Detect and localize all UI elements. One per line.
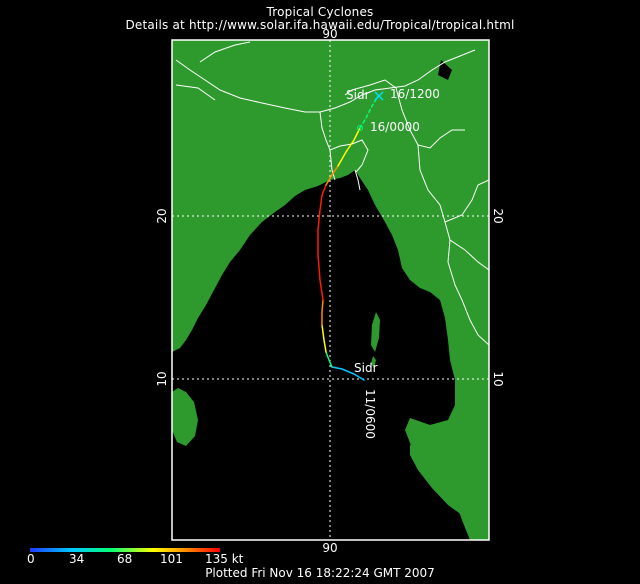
end-time-label: 16/1200	[390, 87, 440, 101]
track-segment-ts	[325, 351, 333, 368]
mid-marker-icon	[357, 125, 363, 131]
andaman-small-island	[371, 356, 376, 368]
lat-label-20-left: 20	[155, 208, 169, 223]
lon-label-90-bottom: 90	[322, 541, 337, 555]
legend-tick-135: 135 kt	[205, 552, 244, 566]
legend-tick-34: 34	[69, 552, 85, 566]
details-url: Details at http://www.solar.ifa.hawaii.e…	[125, 18, 515, 32]
track-segment-cat2	[321, 299, 324, 326]
map-frame	[171, 39, 490, 541]
lat-label-20-right: 20	[491, 208, 505, 223]
lat-label-10-left: 10	[155, 371, 169, 386]
legend-tick-101: 101	[160, 552, 183, 566]
inland-water	[438, 60, 452, 80]
landmass-north-east	[172, 40, 489, 540]
track-segment-inland	[337, 127, 361, 167]
grid-lines	[172, 40, 489, 540]
storm-name-start: Sidr	[354, 361, 378, 375]
track-segment-weak	[331, 366, 365, 381]
intensity-legend-bar	[30, 548, 220, 552]
lat-label-10-right: 10	[491, 371, 505, 386]
legend-tick-0: 0	[27, 552, 35, 566]
sri-lanka	[172, 388, 198, 446]
x-icon	[374, 91, 384, 101]
track-segment-decay	[359, 95, 379, 129]
country-borders	[175, 41, 489, 346]
storm-track	[317, 95, 379, 381]
legend-tick-68: 68	[117, 552, 133, 566]
track-segment-peak	[317, 184, 327, 301]
mid-time-label: 16/0000	[370, 120, 420, 134]
plotted-timestamp: Plotted Fri Nov 16 18:22:24 GMT 2007	[205, 566, 435, 580]
track-segment-landfall	[325, 165, 339, 186]
lon-label-90-top: 90	[322, 27, 337, 41]
storm-name-end: Sidr	[346, 88, 370, 102]
track-segment-cat1	[321, 324, 327, 353]
sumatra	[410, 445, 475, 518]
map-title: Tropical Cyclones	[266, 5, 374, 19]
start-time-label: 11/0600	[363, 389, 377, 439]
andaman-islands	[371, 312, 380, 352]
